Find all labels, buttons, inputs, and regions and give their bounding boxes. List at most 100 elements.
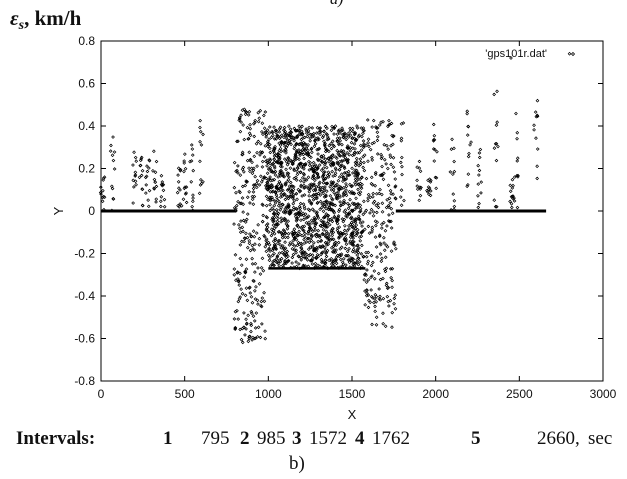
intervals-row: Intervals: 1 795 2 985 3 1572 4 1762 5 2… (0, 428, 627, 452)
data-point (140, 168, 145, 173)
data-point (285, 173, 290, 177)
interval-bound-1: 795 (201, 428, 230, 449)
data-point (132, 150, 136, 155)
data-point (374, 323, 379, 327)
data-point (357, 217, 362, 221)
data-point (326, 170, 331, 175)
data-point (342, 135, 346, 140)
data-point (272, 166, 277, 170)
data-point (417, 166, 422, 170)
data-point (374, 315, 379, 320)
data-point (264, 194, 269, 199)
data-point (313, 228, 318, 232)
data-point (245, 125, 250, 130)
data-point (268, 198, 273, 203)
data-point (373, 172, 378, 177)
data-point (359, 148, 364, 153)
data-point (346, 131, 350, 136)
data-point (302, 156, 306, 161)
data-point (314, 249, 318, 254)
data-point (312, 247, 317, 252)
data-point (268, 202, 272, 207)
data-point (334, 257, 338, 262)
data-point (286, 187, 291, 191)
data-point (183, 185, 187, 190)
data-point (344, 134, 348, 138)
data-point (285, 206, 289, 211)
data-point (307, 220, 311, 225)
data-point (289, 158, 293, 163)
data-point (370, 158, 375, 162)
data-point (353, 168, 357, 173)
data-point (245, 235, 250, 240)
data-point (277, 127, 282, 131)
data-point (352, 219, 357, 224)
data-point (305, 215, 310, 220)
data-point (287, 124, 291, 129)
data-point (361, 139, 366, 143)
data-point (350, 224, 354, 229)
data-point (465, 111, 470, 116)
data-point (315, 166, 320, 171)
data-point (479, 191, 483, 195)
data-point (380, 164, 384, 169)
data-point (190, 147, 195, 151)
data-point (382, 142, 387, 147)
data-point (512, 199, 517, 203)
data-point (265, 158, 269, 163)
data-point (271, 228, 276, 233)
data-point (257, 236, 262, 241)
data-point (291, 207, 296, 212)
y-tick-label: 0.2 (78, 162, 95, 176)
data-point (272, 203, 277, 208)
data-point (434, 186, 438, 191)
data-point (244, 327, 248, 331)
data-point (366, 141, 370, 145)
data-point (346, 146, 351, 150)
data-point (318, 207, 322, 212)
data-point (331, 244, 336, 249)
data-point (350, 208, 355, 213)
data-point (304, 131, 309, 135)
data-point (262, 290, 266, 295)
data-point (358, 210, 362, 214)
data-point (339, 234, 344, 238)
data-point (380, 172, 385, 177)
data-point (399, 136, 404, 141)
data-point (236, 299, 241, 304)
data-point (287, 212, 292, 216)
data-point (177, 205, 181, 209)
data-point (322, 215, 327, 220)
data-point (509, 56, 513, 60)
data-point (362, 160, 366, 165)
data-point (304, 216, 309, 220)
data-point (245, 321, 249, 326)
data-point (259, 304, 264, 309)
data-point (240, 239, 244, 244)
data-point (322, 170, 327, 174)
data-point (362, 227, 367, 232)
data-point (143, 191, 148, 195)
data-point (265, 144, 270, 149)
data-point (245, 245, 250, 250)
data-point (347, 173, 352, 177)
data-point (154, 200, 158, 204)
data-point (267, 137, 271, 142)
data-point (354, 223, 359, 228)
data-point (241, 170, 246, 174)
data-point (279, 219, 283, 224)
data-point (379, 242, 383, 247)
data-point (323, 258, 328, 263)
data-point (111, 135, 115, 139)
data-point (242, 311, 246, 315)
data-point (274, 128, 279, 133)
data-point (282, 125, 287, 130)
data-point (295, 134, 300, 138)
data-point (305, 185, 309, 189)
data-point (391, 134, 396, 139)
data-point (261, 213, 266, 218)
data-point (352, 239, 356, 244)
data-point (382, 241, 386, 245)
data-point (325, 137, 330, 142)
data-point (452, 204, 457, 209)
